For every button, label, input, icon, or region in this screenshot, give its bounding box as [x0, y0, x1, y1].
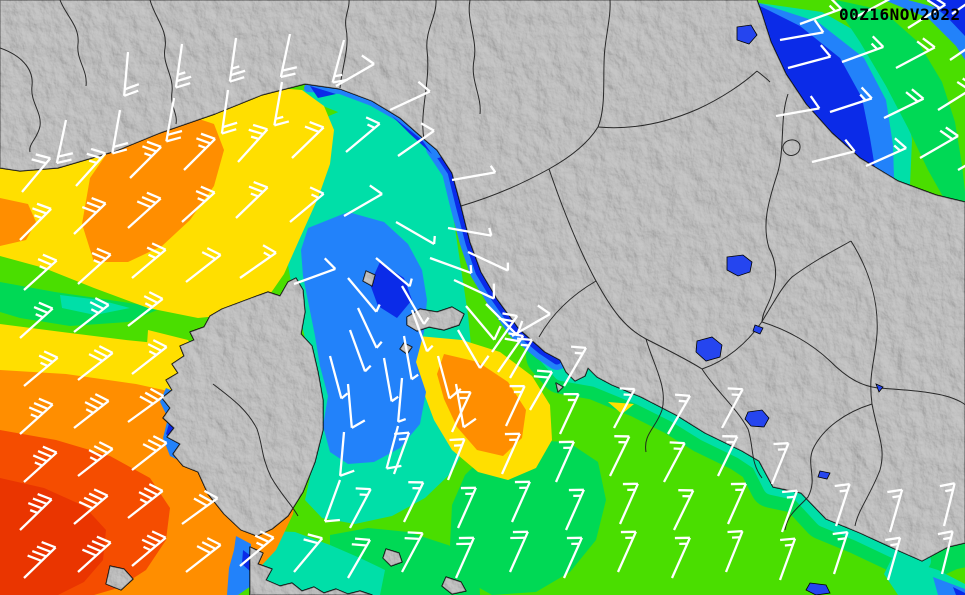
- wind-barbs: [19, 0, 965, 581]
- lakes: [695, 24, 884, 595]
- region-borders: [0, 0, 965, 531]
- timestamp-label: 00Z16NOV2022: [839, 5, 961, 24]
